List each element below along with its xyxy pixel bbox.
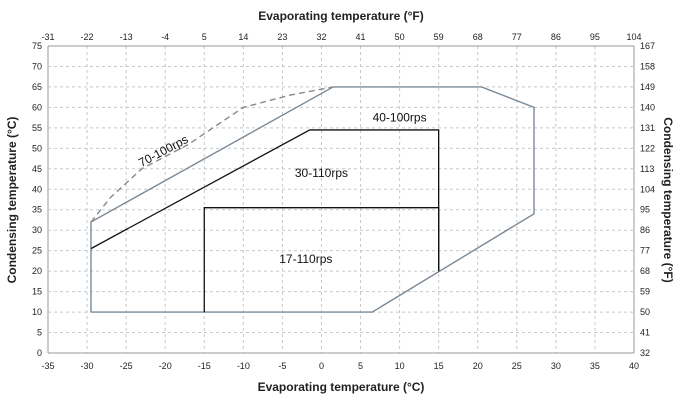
region-label-70-100rps: 70-100rps <box>136 132 190 170</box>
series-line-17-110rps <box>203 207 440 313</box>
y-left-tick-label: 70 <box>32 61 42 71</box>
y-left-tick-label: 55 <box>32 123 42 133</box>
series-line-40-100rps <box>90 86 535 313</box>
series-line-70-100rps <box>90 86 334 223</box>
region-labels: 40-100rps 30-110rps 17-110rps 70-100rps <box>136 111 426 266</box>
region-label-40-100rps: 40-100rps <box>373 111 427 125</box>
y-left-tick-label: 60 <box>32 102 42 112</box>
x-bottom-tick-label: -25 <box>120 361 133 371</box>
y-right-tick-label: 158 <box>640 61 655 71</box>
x-top-tick-label: -13 <box>120 32 133 42</box>
x-top-tick-label: 95 <box>590 32 600 42</box>
y-right-tick-label: 68 <box>640 266 650 276</box>
x-bottom-tick-label: 30 <box>551 361 561 371</box>
x-top-tick-label: 59 <box>434 32 444 42</box>
region-label-17-110rps: 17-110rps <box>279 252 332 266</box>
x-top-tick-label: 104 <box>626 32 641 42</box>
x-top-tick-label: 77 <box>512 32 522 42</box>
x-bottom-tick-label: 20 <box>473 361 483 371</box>
y-left-tick-label: 10 <box>32 307 42 317</box>
x-bottom-tick-label: 0 <box>319 361 324 371</box>
y-right-tick-label: 104 <box>640 184 655 194</box>
x-top-tick-label: 50 <box>395 32 405 42</box>
x-top-tick-label: 41 <box>356 32 366 42</box>
x-bottom-tick-label: -30 <box>81 361 94 371</box>
y-right-tick-label: 149 <box>640 82 655 92</box>
x-top-tick-label: 23 <box>277 32 287 42</box>
x-bottom-tick-label: 10 <box>395 361 405 371</box>
x-top-tick-label: 5 <box>202 32 207 42</box>
y-right-tick-label: 140 <box>640 102 655 112</box>
y-left-axis-title: Condensing temperature (°C) <box>5 117 19 284</box>
y-right-tick-label: 77 <box>640 246 650 256</box>
x-bottom-tick-label: 40 <box>629 361 639 371</box>
y-left-tick-label: 25 <box>32 246 42 256</box>
y-left-tick-label: 40 <box>32 184 42 194</box>
x-top-tick-label: 68 <box>473 32 483 42</box>
x-top-tick-label: -4 <box>161 32 169 42</box>
y-left-tick-label: 30 <box>32 225 42 235</box>
y-right-tick-label: 131 <box>640 123 655 133</box>
grid <box>47 45 635 354</box>
y-right-tick-label: 122 <box>640 143 655 153</box>
y-left-tick-label: 5 <box>37 328 42 338</box>
x-top-axis-title: Evaporating temperature (°F) <box>258 9 424 23</box>
y-left-tick-label: 20 <box>32 266 42 276</box>
y-right-tick-label: 95 <box>640 205 650 215</box>
y-right-tick-label: 41 <box>640 328 650 338</box>
y-left-tick-label: 0 <box>37 348 42 358</box>
region-label-30-110rps: 30-110rps <box>295 166 348 180</box>
y-right-tick-label: 50 <box>640 307 650 317</box>
tick-labels: -35 -30 -25 -20 -15 -10 -5 0 5 10 15 20 25 30 35 40 -31 -… <box>32 32 655 371</box>
x-top-tick-label: -31 <box>41 32 54 42</box>
x-top-tick-label: 86 <box>551 32 561 42</box>
y-left-tick-label: 45 <box>32 164 42 174</box>
x-top-tick-label: 14 <box>238 32 248 42</box>
x-bottom-tick-label: -5 <box>278 361 286 371</box>
x-bottom-tick-label: 25 <box>512 361 522 371</box>
y-right-tick-label: 113 <box>640 164 654 174</box>
x-top-tick-label: 32 <box>316 32 326 42</box>
x-bottom-tick-label: 5 <box>358 361 363 371</box>
y-right-tick-label: 86 <box>640 225 650 235</box>
x-bottom-tick-label: 35 <box>590 361 600 371</box>
x-bottom-tick-label: -35 <box>41 361 54 371</box>
series-line-30-110rps <box>90 129 440 272</box>
y-left-tick-label: 15 <box>32 287 42 297</box>
x-bottom-tick-label: -20 <box>159 361 172 371</box>
y-right-tick-label: 167 <box>640 41 655 51</box>
y-right-axis-title: Condensing temperature (°F) <box>661 117 675 282</box>
y-left-tick-label: 35 <box>32 205 42 215</box>
x-bottom-axis-title: Evaporating temperature (°C) <box>258 380 425 394</box>
x-top-tick-label: -22 <box>81 32 94 42</box>
y-right-tick-label: 32 <box>640 348 650 358</box>
y-left-tick-label: 75 <box>32 41 42 51</box>
x-bottom-tick-label: -10 <box>237 361 250 371</box>
x-bottom-tick-label: -15 <box>198 361 211 371</box>
y-right-tick-label: 59 <box>640 287 650 297</box>
x-bottom-tick-label: 15 <box>434 361 444 371</box>
y-left-tick-label: 50 <box>32 143 42 153</box>
series-lines <box>90 86 535 313</box>
y-left-tick-label: 65 <box>32 82 42 92</box>
